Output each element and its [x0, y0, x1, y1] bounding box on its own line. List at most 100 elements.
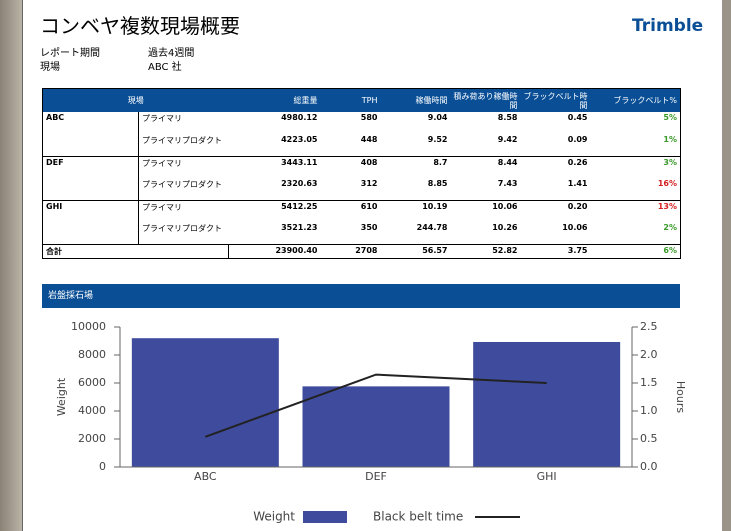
header-row: 現場 総重量 TPH 稼働時間 積み荷あり稼働時間 ブラックベルト時間 ブラックベルト% — [42, 88, 681, 112]
column-header: ブラックベルト時間 — [520, 88, 591, 112]
y2-tick-label: 2.5 — [640, 320, 658, 333]
x-tick-label: GHI — [537, 470, 557, 483]
row: プライマリプロダクト 3521.23 350 244.78 10.26 10.06 2% — [43, 222, 681, 244]
cell: 16% — [657, 179, 677, 188]
y2-tick-label: 1.0 — [640, 404, 658, 417]
thead: 現場 総重量 TPH 稼働時間 積み荷あり稼働時間 ブラックベルト時間 ブラックベルト% — [42, 88, 681, 112]
bar — [473, 341, 621, 467]
cell: 448 — [360, 135, 378, 144]
bar — [131, 338, 279, 467]
x-tick-label: DEF — [365, 470, 387, 483]
cell: 23900.40 — [275, 245, 318, 255]
cell: 408 — [360, 157, 378, 167]
column-header: 稼働時間 — [380, 88, 451, 112]
cell: 312 — [360, 179, 378, 188]
cell: 8.58 — [497, 113, 518, 122]
cell: 1.41 — [567, 179, 588, 188]
meta-value: ABC 社 — [148, 62, 182, 73]
group: GHI プライマリ 5412.25 610 10.19 10.06 0.20 13% プライマリ… — [42, 200, 681, 244]
cell: 56.57 — [422, 245, 448, 255]
page-edge — [22, 0, 23, 531]
y-tick-label: 0 — [99, 460, 106, 473]
total: 合計 23900.40 2708 56.57 52.82 3.75 6% — [42, 244, 681, 258]
cell: 0.45 — [567, 113, 588, 122]
cell: 10.06 — [492, 201, 518, 211]
logo: Trimble — [632, 16, 704, 36]
cell: 2% — [663, 223, 677, 232]
cell: プライマリ — [142, 114, 182, 123]
row: GHI プライマリ 5412.25 610 10.19 10.06 0.20 13% — [42, 200, 681, 244]
site: DEF — [42, 156, 139, 200]
cell: プライマリプロダクト — [142, 180, 222, 189]
column-header: TPH — [320, 88, 381, 112]
cell: プライマリ — [142, 158, 182, 168]
site: ABC — [42, 112, 139, 156]
site: GHI — [42, 200, 139, 244]
meta-label: 現場 — [40, 62, 60, 73]
cell: 10.26 — [492, 223, 518, 232]
column-header: 積み荷あり稼働時間 — [450, 88, 521, 112]
cell: 0.09 — [567, 135, 588, 144]
cell: プライマリ — [142, 202, 182, 212]
cell: 3.75 — [567, 245, 588, 255]
cell: 3521.23 — [281, 223, 318, 232]
meta-label: レポート期間 — [40, 48, 100, 59]
column-header: 現場 — [42, 88, 229, 112]
summary-table: 現場 総重量 TPH 稼働時間 積み荷あり稼働時間 ブラックベルト時間 ブラックベルト% AB… — [42, 88, 681, 259]
cell: 9.52 — [427, 135, 448, 144]
cell: 10.06 — [562, 223, 588, 232]
cell: 350 — [360, 223, 378, 232]
cell: 7.43 — [497, 179, 518, 188]
y2-tick-label: 2.0 — [640, 348, 658, 361]
section-bar: 岩盤採石場 — [42, 284, 680, 308]
cell: 8.7 — [433, 157, 448, 167]
cell: 2320.63 — [281, 179, 318, 188]
cell: 13% — [657, 201, 677, 211]
y2-tick-label: 0.0 — [640, 460, 658, 473]
cell: プライマリプロダクト — [142, 224, 222, 233]
column-header: 総重量 — [228, 88, 321, 112]
x-tick-label: ABC — [194, 470, 217, 483]
y-tick-label: 6000 — [78, 376, 106, 389]
cell: 0.26 — [567, 157, 588, 167]
row: プライマリプロダクト 2320.63 312 8.85 7.43 1.41 16% — [43, 178, 681, 200]
legend-label: Weight — [253, 510, 295, 524]
cell: 52.82 — [492, 245, 518, 255]
cell: 2708 — [355, 245, 378, 255]
line — [204, 373, 547, 438]
cell: プライマリプロダクト — [142, 136, 222, 145]
cell: 6% — [663, 245, 677, 255]
cell: 1% — [663, 135, 677, 144]
cell: 3443.11 — [281, 157, 318, 167]
title: コンベヤ複数現場概要 — [40, 14, 240, 38]
meta: レポート期間 過去4週間現場 ABC 社 — [40, 44, 194, 73]
cell: 9.42 — [497, 135, 518, 144]
meta-row: レポート期間 過去4週間 — [40, 44, 194, 59]
row: プライマリプロダクト 4223.05 448 9.52 9.42 0.09 1% — [43, 134, 681, 156]
row: DEF プライマリ 3443.11 408 8.7 8.44 0.26 3% — [42, 156, 681, 200]
meta-row: 現場 ABC 社 — [40, 58, 182, 73]
y-tick-label: 10000 — [71, 320, 106, 333]
bar — [302, 386, 450, 467]
cell: 0.20 — [567, 201, 588, 211]
cell: 合計 — [42, 244, 229, 258]
cell: 9.04 — [427, 113, 448, 122]
group: ABC プライマリ 4980.12 580 9.04 8.58 0.45 5% プライマリプロダ… — [42, 112, 681, 156]
y2-axis-label: Hours — [674, 381, 687, 413]
y-tick-label: 8000 — [78, 348, 106, 361]
y2-tick-label: 0.5 — [640, 432, 658, 445]
meta-value: 過去4週間 — [148, 48, 195, 59]
cell: 580 — [360, 113, 378, 122]
cell: 610 — [360, 201, 378, 211]
cell: 8.44 — [497, 157, 518, 167]
legend-swatch — [303, 511, 347, 523]
y-axis-label: Weight — [55, 377, 68, 416]
cell: 4223.05 — [281, 135, 318, 144]
group: DEF プライマリ 3443.11 408 8.7 8.44 0.26 3% プライマリプロダク… — [42, 156, 681, 200]
cell: 10.19 — [422, 201, 448, 211]
y-tick-label: 2000 — [78, 432, 106, 445]
total-row: 合計 23900.40 2708 56.57 52.82 3.75 6% — [42, 244, 681, 258]
row: ABC プライマリ 4980.12 580 9.04 8.58 0.45 5% — [42, 112, 681, 156]
